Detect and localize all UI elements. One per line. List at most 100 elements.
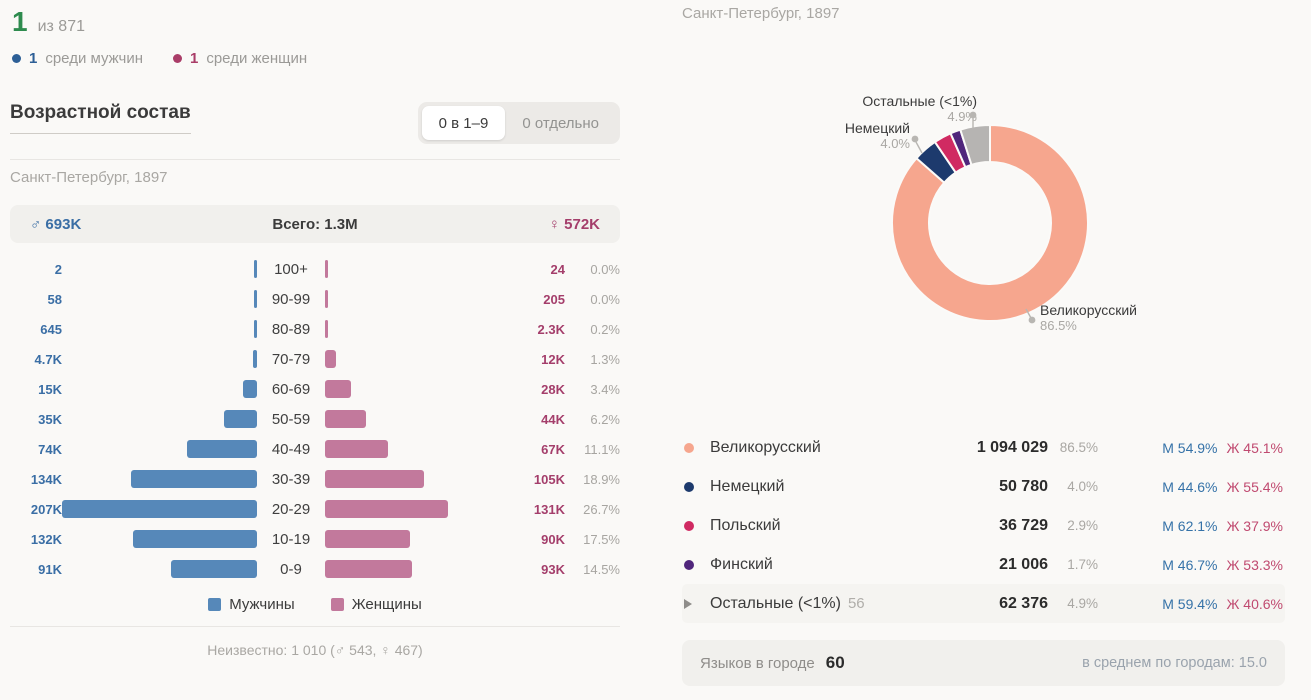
male-bar-area — [62, 524, 257, 554]
age-composition-panel: 1 из 871 1 среди мужчин 1 среди женщин В… — [10, 0, 620, 700]
language-male-percent: М 59.4% — [1162, 595, 1218, 612]
pyramid-row-50-59: 35K 50-59 44K 6.2% — [10, 404, 620, 434]
age-group-label: 30-39 — [271, 470, 311, 488]
female-bar[interactable] — [325, 380, 351, 398]
male-bar[interactable] — [187, 440, 257, 458]
male-bar[interactable] — [254, 260, 257, 278]
female-value: 28K — [541, 381, 565, 397]
female-value: 90K — [541, 531, 565, 547]
row-percent: 0.0% — [590, 291, 620, 307]
male-rank-dot-icon — [12, 54, 21, 63]
male-bar[interactable] — [171, 560, 257, 578]
toggle-separate-button[interactable]: 0 отдельно — [505, 106, 616, 140]
male-bar-area — [62, 314, 257, 344]
female-bar[interactable] — [325, 530, 410, 548]
female-bar-area — [325, 344, 520, 374]
pyramid-row-20-29: 207K 20-29 131K 26.7% — [10, 494, 620, 524]
female-bar[interactable] — [325, 410, 366, 428]
pyramid-row-70-79: 4.7K 70-79 12K 1.3% — [10, 344, 620, 374]
female-value: 2.3K — [537, 321, 565, 337]
age-group-label: 80-89 — [271, 320, 311, 338]
male-bar[interactable] — [254, 320, 257, 338]
callout-german: Немецкий 4.0% — [844, 120, 910, 152]
male-value: 134K — [30, 471, 62, 487]
female-bar[interactable] — [325, 470, 424, 488]
female-bar[interactable] — [325, 500, 448, 518]
pyramid-row-90-99: 58 90-99 205 0.0% — [10, 284, 620, 314]
male-bar[interactable] — [243, 380, 257, 398]
female-bar-area — [325, 494, 520, 524]
callout-pin-icon — [969, 111, 977, 129]
female-bar-area — [325, 284, 520, 314]
pyramid-row-100+: 2 100+ 24 0.0% — [10, 254, 620, 284]
language-count: 1 094 029 — [976, 438, 1048, 456]
age-group-label: 70-79 — [271, 350, 311, 368]
row-percent: 11.1% — [584, 441, 620, 457]
female-rank: 1 — [190, 50, 199, 67]
toggle-grouped-button[interactable]: 0 в 1–9 — [421, 106, 506, 140]
language-male-percent: М 54.9% — [1162, 439, 1218, 456]
male-bar[interactable] — [254, 290, 257, 308]
female-bar[interactable] — [325, 350, 336, 368]
language-row-Остальные (<1%)[interactable]: Остальные (<1%) 56 62 376 4.9% М 59.4% Ж 40.6… — [682, 584, 1285, 623]
female-bar-area — [325, 374, 520, 404]
language-female-percent: Ж 40.6% — [1226, 595, 1283, 612]
totals-bar: ♂ 693K Всего: 1.3M ♀ 572K — [10, 205, 620, 243]
language-female-percent: Ж 37.9% — [1226, 517, 1283, 534]
language-percent: 4.0% — [1067, 479, 1098, 494]
language-extra-count: 56 — [847, 595, 865, 612]
donut-slice-Остальные (<1%)[interactable] — [959, 123, 991, 167]
age-group-label: 90-99 — [271, 290, 311, 308]
female-bar[interactable] — [325, 440, 388, 458]
pyramid-legend: Мужчины Женщины — [10, 596, 620, 613]
language-percent: 1.7% — [1067, 557, 1098, 572]
language-male-percent: М 44.6% — [1162, 478, 1218, 495]
male-bar[interactable] — [133, 530, 257, 548]
languages-donut-chart — [891, 123, 1089, 322]
male-bar[interactable] — [62, 500, 257, 518]
male-bar-area — [62, 464, 257, 494]
pyramid-row-80-89: 645 80-89 2.3K 0.2% — [10, 314, 620, 344]
female-total: ♀ 572K — [548, 215, 600, 233]
language-female-percent: Ж 45.1% — [1226, 439, 1283, 456]
female-bar[interactable] — [325, 290, 328, 308]
male-bar[interactable] — [253, 350, 257, 368]
male-value: 2 — [54, 261, 62, 277]
female-rank-dot-icon — [173, 54, 182, 63]
age-group-label: 100+ — [274, 260, 308, 278]
donut-slice-Великорусский[interactable] — [891, 123, 1089, 322]
male-bar-area — [62, 344, 257, 374]
language-row-Польский: Польский 36 729 2.9% М 62.1% Ж 37.9% — [682, 506, 1285, 545]
female-rank-label: среди женщин — [206, 50, 308, 67]
language-row-Финский: Финский 21 006 1.7% М 46.7% Ж 53.3% — [682, 545, 1285, 584]
row-percent: 1.3% — [590, 351, 620, 367]
callout-pin-icon — [911, 135, 923, 154]
languages-footer-bar: Языков в городе 60 в среднем по городам: … — [682, 640, 1285, 686]
male-value: 35K — [38, 411, 62, 427]
male-bar-area — [62, 554, 257, 584]
female-bar-area — [325, 464, 520, 494]
female-bar[interactable] — [325, 260, 328, 278]
female-bar[interactable] — [325, 320, 328, 338]
age-group-label: 50-59 — [271, 410, 311, 428]
male-bar[interactable] — [224, 410, 257, 428]
callout-russian: Великорусский 86.5% — [1040, 302, 1137, 334]
legend-item-female: Женщины — [330, 596, 422, 613]
city-rank-total: из 871 — [37, 18, 85, 35]
languages-count: Языков в городе 60 — [700, 653, 845, 672]
male-value: 58 — [47, 291, 62, 307]
female-bar[interactable] — [325, 560, 412, 578]
age-section-title: Возрастной состав — [10, 102, 191, 134]
expand-arrow-icon[interactable] — [684, 598, 692, 609]
pyramid-row-10-19: 132K 10-19 90K 17.5% — [10, 524, 620, 554]
female-value: 44K — [541, 411, 565, 427]
language-row-Великорусский: Великорусский 1 094 029 86.5% М 54.9% Ж 45.1… — [682, 428, 1285, 467]
unknown-note: Неизвестно: 1 010 (♂ 543, ♀ 467) — [207, 642, 423, 658]
divider — [10, 626, 620, 627]
language-dot-icon — [684, 442, 694, 453]
row-percent: 6.2% — [590, 411, 620, 427]
male-bar-area — [62, 254, 257, 284]
male-bar[interactable] — [131, 470, 257, 488]
language-percent: 2.9% — [1067, 518, 1098, 533]
male-value: 15K — [38, 381, 62, 397]
